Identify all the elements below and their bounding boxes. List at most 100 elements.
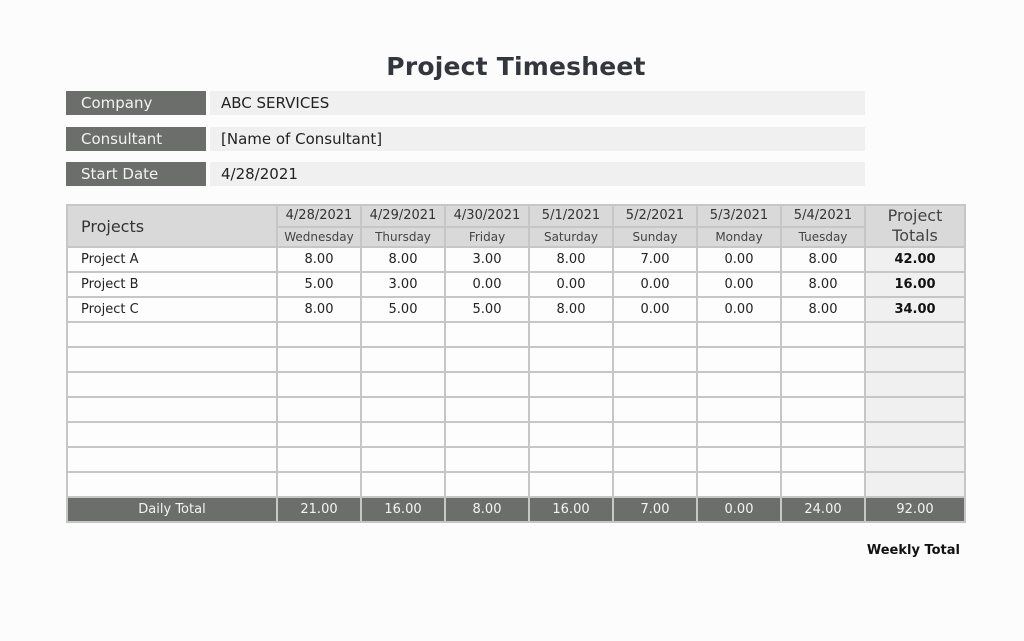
hours-cell[interactable] bbox=[360, 421, 446, 448]
hours-cell[interactable] bbox=[276, 396, 362, 423]
hours-cell[interactable]: 8.00 bbox=[276, 246, 362, 273]
hours-cell[interactable] bbox=[360, 446, 446, 473]
hours-cell[interactable] bbox=[528, 371, 614, 398]
hours-cell[interactable]: 3.00 bbox=[360, 271, 446, 298]
hours-cell[interactable] bbox=[780, 446, 866, 473]
project-name-cell[interactable] bbox=[66, 471, 278, 498]
hours-cell[interactable] bbox=[444, 371, 530, 398]
project-totals-header-line2: Totals bbox=[892, 226, 938, 245]
hours-cell[interactable]: 8.00 bbox=[360, 246, 446, 273]
hours-cell[interactable] bbox=[612, 421, 698, 448]
hours-cell[interactable]: 8.00 bbox=[780, 271, 866, 298]
hours-cell[interactable]: 0.00 bbox=[696, 246, 782, 273]
hours-cell[interactable] bbox=[276, 346, 362, 373]
project-name-cell[interactable]: Project B bbox=[66, 271, 278, 298]
hours-cell[interactable]: 3.00 bbox=[444, 246, 530, 273]
project-total-cell bbox=[864, 346, 966, 373]
table-row bbox=[66, 471, 966, 498]
hours-cell[interactable] bbox=[444, 321, 530, 348]
hours-cell[interactable] bbox=[360, 321, 446, 348]
consultant-row: Consultant [Name of Consultant] bbox=[66, 127, 865, 151]
hours-cell[interactable] bbox=[696, 446, 782, 473]
hours-cell[interactable] bbox=[276, 371, 362, 398]
consultant-field[interactable]: [Name of Consultant] bbox=[210, 127, 865, 151]
project-total-cell bbox=[864, 371, 966, 398]
project-name-cell[interactable]: Project C bbox=[66, 296, 278, 323]
hours-cell[interactable]: 0.00 bbox=[612, 296, 698, 323]
hours-cell[interactable] bbox=[528, 346, 614, 373]
table-row bbox=[66, 346, 966, 373]
hours-cell[interactable] bbox=[276, 321, 362, 348]
daily-total-cell: 0.00 bbox=[696, 496, 782, 523]
hours-cell[interactable] bbox=[528, 321, 614, 348]
hours-cell[interactable] bbox=[276, 421, 362, 448]
hours-cell[interactable] bbox=[780, 321, 866, 348]
hours-cell[interactable] bbox=[612, 371, 698, 398]
project-name-cell[interactable]: Project A bbox=[66, 246, 278, 273]
hours-cell[interactable] bbox=[612, 471, 698, 498]
day-header: Wednesday bbox=[276, 225, 362, 249]
table-row: Project B 5.00 3.00 0.00 0.00 0.00 0.00 8.00 16.… bbox=[66, 271, 966, 298]
date-header: 5/3/2021 bbox=[696, 204, 782, 228]
hours-cell[interactable]: 0.00 bbox=[528, 271, 614, 298]
hours-cell[interactable]: 0.00 bbox=[696, 271, 782, 298]
project-name-cell[interactable] bbox=[66, 446, 278, 473]
table-row: Project A 8.00 8.00 3.00 8.00 7.00 0.00 8.00 42.… bbox=[66, 246, 966, 273]
hours-cell[interactable] bbox=[444, 396, 530, 423]
hours-cell[interactable] bbox=[444, 471, 530, 498]
hours-cell[interactable] bbox=[360, 371, 446, 398]
daily-total-cell: 21.00 bbox=[276, 496, 362, 523]
hours-cell[interactable]: 8.00 bbox=[528, 246, 614, 273]
project-name-cell[interactable] bbox=[66, 371, 278, 398]
hours-cell[interactable]: 5.00 bbox=[276, 271, 362, 298]
hours-cell[interactable] bbox=[612, 346, 698, 373]
hours-cell[interactable] bbox=[276, 446, 362, 473]
hours-cell[interactable]: 8.00 bbox=[780, 296, 866, 323]
hours-cell[interactable] bbox=[696, 371, 782, 398]
hours-cell[interactable] bbox=[444, 446, 530, 473]
hours-cell[interactable] bbox=[276, 471, 362, 498]
hours-cell[interactable] bbox=[696, 421, 782, 448]
hours-cell[interactable]: 5.00 bbox=[444, 296, 530, 323]
hours-cell[interactable]: 0.00 bbox=[696, 296, 782, 323]
hours-cell[interactable]: 7.00 bbox=[612, 246, 698, 273]
hours-cell[interactable] bbox=[528, 396, 614, 423]
hours-cell[interactable] bbox=[528, 421, 614, 448]
day-header: Saturday bbox=[528, 225, 614, 249]
hours-cell[interactable]: 0.00 bbox=[612, 271, 698, 298]
start-date-field[interactable]: 4/28/2021 bbox=[210, 162, 865, 186]
project-name-cell[interactable] bbox=[66, 396, 278, 423]
hours-cell[interactable] bbox=[780, 471, 866, 498]
project-name-cell[interactable] bbox=[66, 321, 278, 348]
hours-cell[interactable] bbox=[696, 321, 782, 348]
project-name-cell[interactable] bbox=[66, 346, 278, 373]
hours-cell[interactable] bbox=[696, 346, 782, 373]
hours-cell[interactable] bbox=[780, 371, 866, 398]
hours-cell[interactable] bbox=[780, 421, 866, 448]
hours-cell[interactable] bbox=[360, 346, 446, 373]
hours-cell[interactable] bbox=[444, 421, 530, 448]
hours-cell[interactable] bbox=[696, 471, 782, 498]
project-total-cell bbox=[864, 471, 966, 498]
project-name-cell[interactable] bbox=[66, 421, 278, 448]
hours-cell[interactable]: 0.00 bbox=[444, 271, 530, 298]
hours-cell[interactable] bbox=[612, 446, 698, 473]
project-totals-header-line1: Project bbox=[887, 206, 943, 225]
hours-cell[interactable]: 8.00 bbox=[276, 296, 362, 323]
weekly-total-label: Weekly Total bbox=[866, 543, 960, 558]
hours-cell[interactable]: 5.00 bbox=[360, 296, 446, 323]
hours-cell[interactable] bbox=[528, 446, 614, 473]
hours-cell[interactable] bbox=[612, 396, 698, 423]
hours-cell[interactable] bbox=[360, 396, 446, 423]
hours-cell[interactable] bbox=[780, 396, 866, 423]
hours-cell[interactable]: 8.00 bbox=[780, 246, 866, 273]
company-field[interactable]: ABC SERVICES bbox=[210, 91, 865, 115]
hours-cell[interactable] bbox=[528, 471, 614, 498]
hours-cell[interactable] bbox=[360, 471, 446, 498]
hours-cell[interactable]: 8.00 bbox=[528, 296, 614, 323]
hours-cell[interactable] bbox=[696, 396, 782, 423]
hours-cell[interactable] bbox=[780, 346, 866, 373]
daily-total-cell: 7.00 bbox=[612, 496, 698, 523]
hours-cell[interactable] bbox=[612, 321, 698, 348]
hours-cell[interactable] bbox=[444, 346, 530, 373]
